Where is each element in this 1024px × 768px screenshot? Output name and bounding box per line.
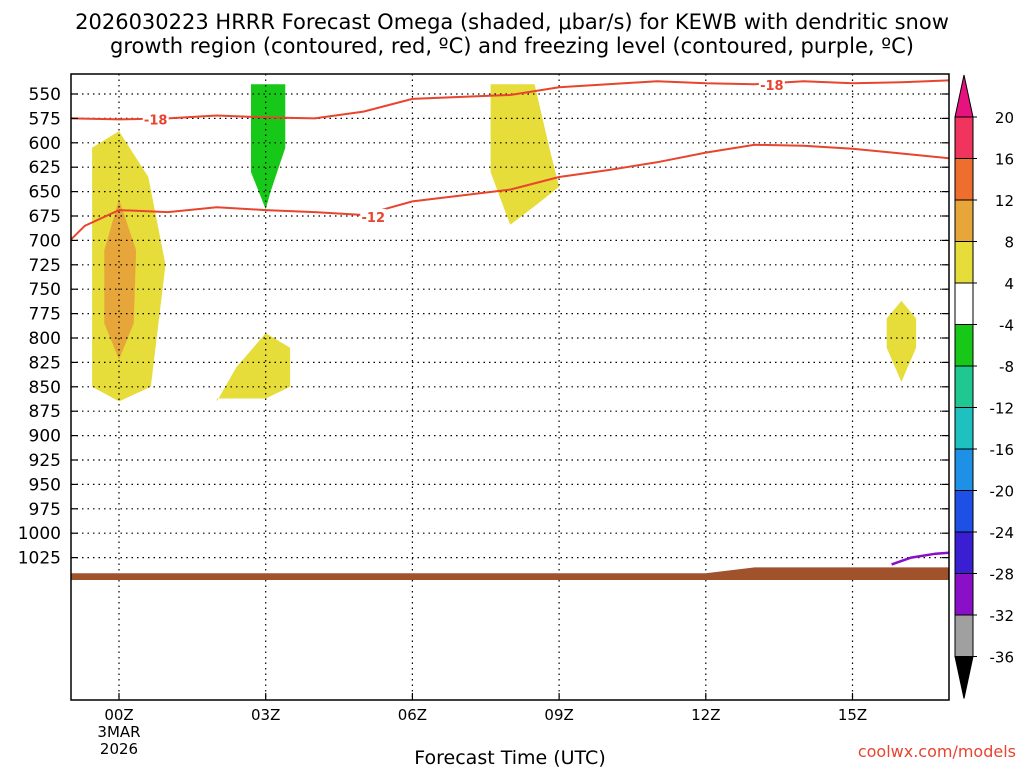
colorbar-label-7: -8 [999,358,1014,376]
colorbar-segment-9 [954,448,974,491]
contour-label-bg-1 [142,111,169,127]
x-tick-label-06Z: 06Z [398,706,427,724]
colorbar-segment-3 [954,199,974,242]
colorbar-segment-2 [954,158,974,201]
colorbar-label-8: -12 [990,400,1015,418]
chart-title-line-1: 2026030223 HRRR Forecast Omega (shaded, … [75,10,949,34]
colorbar-segment-12 [954,573,974,616]
colorbar-bottom-extension [954,656,974,699]
grid-layer [71,74,949,700]
colorbar-segment-8 [954,407,974,450]
y-tick-label-800: 800 [29,329,61,349]
contour-label-2: -18 [760,79,784,94]
dgz-contour-layer [71,79,949,566]
colorbar-segment-10 [954,490,974,533]
y-tick-label-1000: 1000 [18,524,61,544]
dgz-contour--12 [71,143,949,241]
y-tick-label-850: 850 [29,378,61,398]
colorbar-label-13: -32 [990,607,1015,625]
omega-region-6 [886,300,917,382]
colorbar-segment-11 [954,531,974,574]
x-tick-label-09Z: 09Z [544,706,573,724]
colorbar: 20 16 12 8 4 -4 -8 -12 -16 -20 -24 -28 -32 -36 [954,74,1015,699]
credit-label: coolwx.com/models [858,742,1016,761]
colorbar-label-1: 20 [995,109,1014,127]
date-label-month: 3MAR [97,723,140,741]
contour-label-3: -12 [362,211,386,226]
y-tick-label-700: 700 [29,231,61,251]
y-tick-label-775: 775 [29,305,61,325]
colorbar-segment-13 [954,614,974,657]
contour-label-bg-3 [360,208,387,224]
colorbar-label-12: -28 [990,566,1015,584]
y-tick-label-925: 925 [29,451,61,471]
x-axis-ticks: 00Z 03Z 06Z 09Z 12Z 15Z [104,693,867,724]
colorbar-label-5: 4 [1004,275,1014,293]
chart-title-line-2: growth region (contoured, red, ºC) and f… [110,34,914,58]
x-tick-label-03Z: 03Z [251,706,280,724]
y-tick-label-675: 675 [29,207,61,227]
omega-region-3 [251,84,286,210]
y-tick-label-1025: 1025 [18,549,61,569]
colorbar-label-11: -24 [990,524,1015,542]
y-tick-label-825: 825 [29,353,61,373]
freezing-level-contour [891,551,949,566]
omega-region-4 [216,333,291,402]
colorbar-segment-7 [954,365,974,408]
y-tick-label-625: 625 [29,158,61,178]
omega-region-2 [104,199,137,360]
contour-label-bg-2 [758,77,785,93]
x-tick-label-00Z: 00Z [104,706,133,724]
y-tick-label-725: 725 [29,256,61,276]
colorbar-segment-5 [954,282,974,325]
y-tick-label-575: 575 [29,109,61,129]
colorbar-label-3: 12 [995,192,1014,210]
y-tick-label-875: 875 [29,402,61,422]
y-tick-label-550: 550 [29,85,61,105]
x-tick-label-12Z: 12Z [691,706,720,724]
x-tick-label-15Z: 15Z [838,706,867,724]
y-tick-label-950: 950 [29,475,61,495]
colorbar-top-extension [954,74,974,118]
colorbar-label-10: -20 [990,483,1015,501]
contour-label-1: -18 [144,113,168,128]
y-tick-label-600: 600 [29,134,61,154]
x-axis-label: Forecast Time (UTC) [414,747,605,768]
y-tick-label-650: 650 [29,183,61,203]
colorbar-label-2: 16 [995,151,1014,169]
y-axis-ticks: 550 575 600 625 650 675 700 725 750 775 800 825 850 8… [18,85,949,569]
colorbar-segment-6 [954,324,974,367]
date-label-year: 2026 [100,740,138,758]
colorbar-label-6: -4 [999,317,1014,335]
terrain-layer [71,567,949,580]
terrain-fill [71,567,949,580]
y-tick-label-750: 750 [29,280,61,300]
colorbar-segment-4 [954,241,974,284]
colorbar-label-9: -16 [990,441,1015,459]
y-tick-label-975: 975 [29,500,61,520]
dgz-contour--18 [71,79,949,121]
colorbar-label-4: 8 [1004,234,1014,252]
contour-label-layer: -18 -18 -12 [142,77,785,226]
colorbar-label-14: -36 [990,649,1015,667]
y-tick-label-900: 900 [29,427,61,447]
colorbar-segment-1 [954,116,974,159]
